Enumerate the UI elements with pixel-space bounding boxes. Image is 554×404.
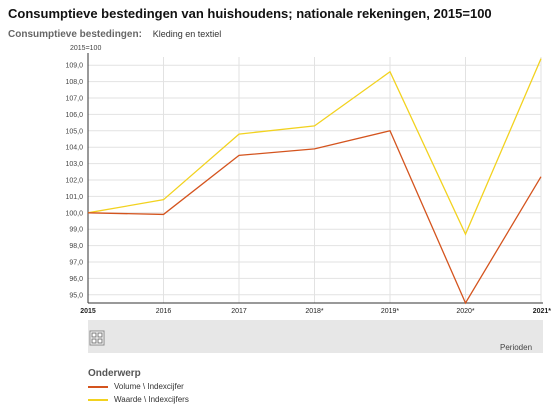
y-tick-label: 99,0 bbox=[69, 227, 83, 234]
chart-title: Consumptieve bestedingen van huishoudens… bbox=[8, 6, 492, 21]
x-axis-title: Perioden bbox=[500, 343, 533, 352]
legend-item-waarde[interactable]: Waarde \ Indexcijfers bbox=[88, 395, 189, 404]
legend-label-volume: Volume \ Indexcijfer bbox=[114, 382, 184, 391]
y-tick-label: 98,0 bbox=[69, 243, 83, 250]
series-line bbox=[87, 58, 542, 236]
y-tick-label: 95,0 bbox=[69, 292, 83, 299]
legend-item-volume[interactable]: Volume \ Indexcijfer bbox=[88, 382, 184, 391]
x-tick-label: 2019* bbox=[381, 308, 400, 315]
timeline-band bbox=[88, 320, 543, 353]
y-tick-label: 100,0 bbox=[65, 210, 83, 217]
x-tick-label: 2016 bbox=[156, 308, 172, 315]
filter-label: Consumptieve bestedingen: bbox=[8, 29, 142, 40]
x-tick-label: 2018* bbox=[305, 308, 324, 315]
x-tick-label: 2021* bbox=[533, 308, 552, 315]
y-tick-label: 105,0 bbox=[65, 128, 83, 135]
y-tick-label: 107,0 bbox=[65, 96, 83, 103]
y-tick-label: 102,0 bbox=[65, 178, 83, 185]
legend-label-waarde: Waarde \ Indexcijfers bbox=[114, 395, 189, 404]
legend-swatch-volume bbox=[88, 385, 108, 388]
y-tick-label: 109,0 bbox=[65, 63, 83, 70]
y-tick-label: 96,0 bbox=[69, 276, 83, 283]
cbs-logo-icon bbox=[89, 330, 105, 346]
y-tick-label: 101,0 bbox=[65, 194, 83, 201]
filter-value[interactable]: Kleding en textiel bbox=[152, 29, 222, 39]
y-axis-unit-label: 2015=100 bbox=[70, 45, 101, 52]
y-tick-label: 103,0 bbox=[65, 161, 83, 168]
x-tick-label: 2017 bbox=[231, 308, 247, 315]
x-tick-label: 2015 bbox=[80, 308, 96, 315]
y-tick-label: 106,0 bbox=[65, 112, 83, 119]
legend-swatch-waarde bbox=[88, 398, 108, 401]
y-tick-label: 97,0 bbox=[69, 260, 83, 267]
y-tick-label: 108,0 bbox=[65, 79, 83, 86]
filter-row: Consumptieve bestedingen: Kleding en tex… bbox=[8, 29, 221, 40]
x-tick-label: 2020* bbox=[456, 308, 475, 315]
legend-title: Onderwerp bbox=[88, 368, 141, 379]
y-tick-label: 104,0 bbox=[65, 145, 83, 152]
series-line bbox=[87, 130, 542, 305]
